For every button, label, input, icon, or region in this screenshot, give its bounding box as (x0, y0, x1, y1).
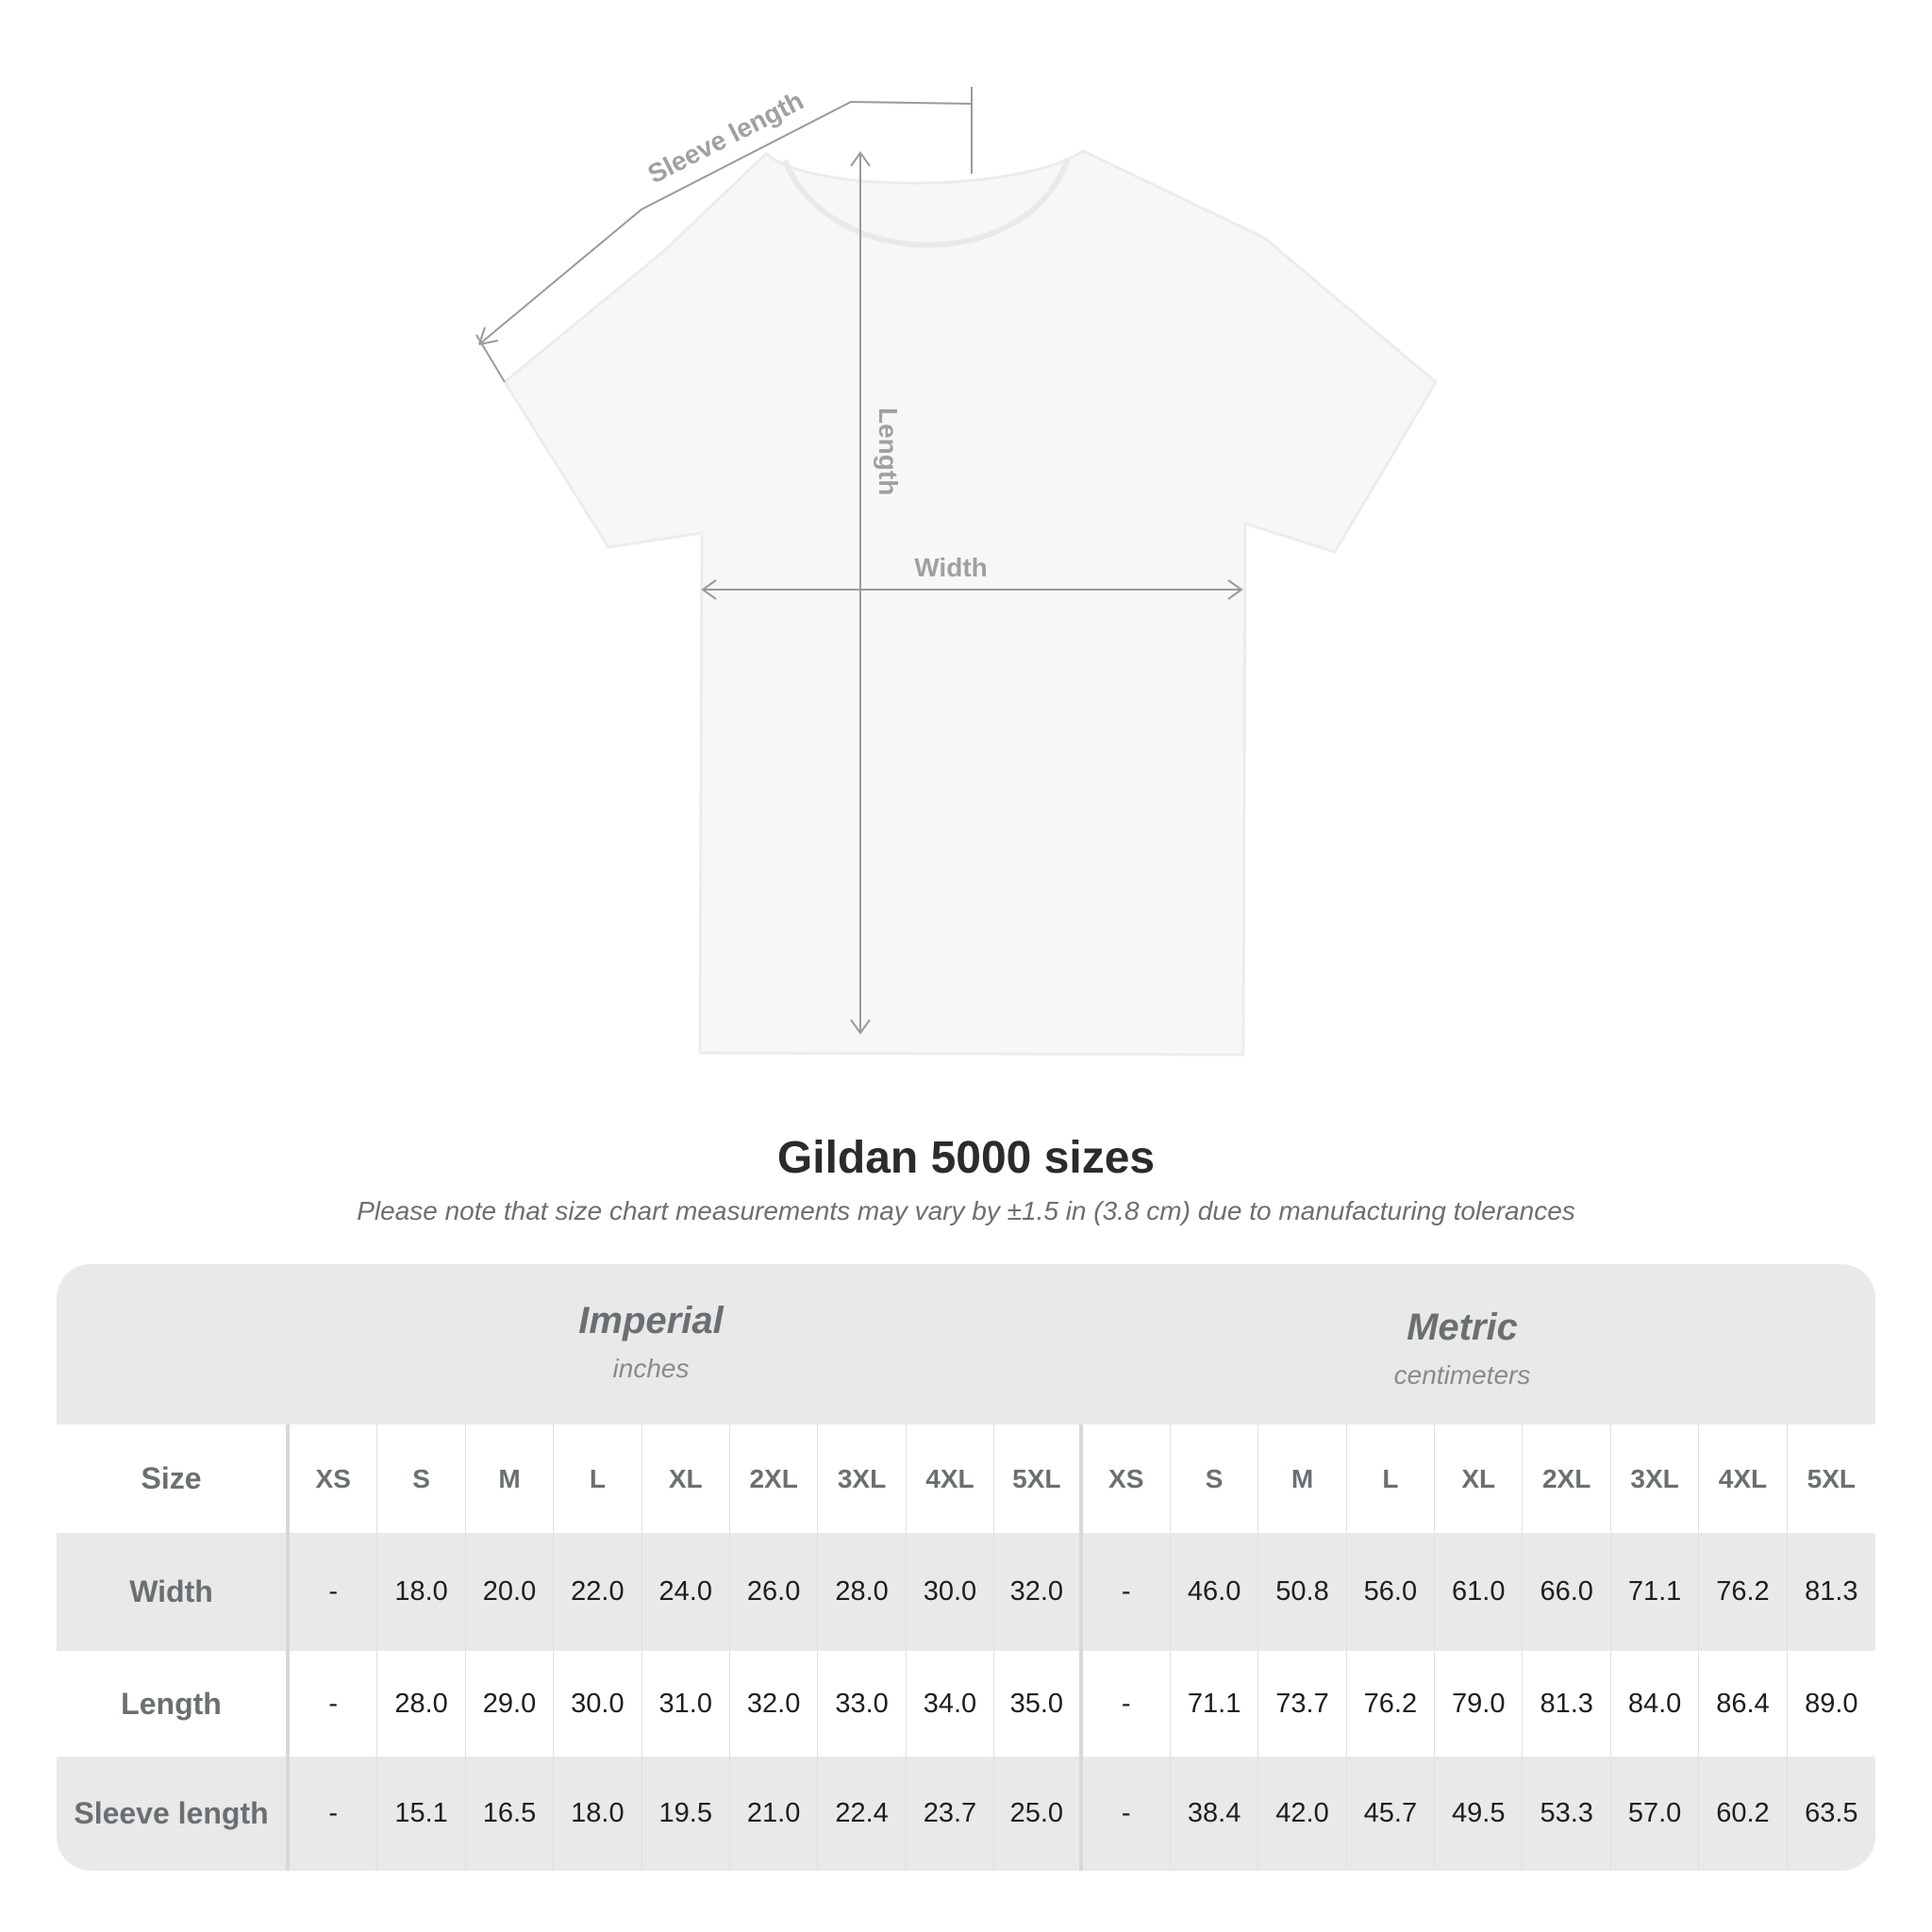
value-cell: 35.0 (994, 1651, 1083, 1757)
row-label: Length (57, 1651, 290, 1757)
length-label: Length (874, 408, 903, 495)
value-cell: 26.0 (730, 1533, 819, 1651)
value-cell: - (290, 1757, 378, 1871)
value-cell: - (1083, 1651, 1171, 1757)
value-cell: 38.4 (1171, 1757, 1259, 1871)
size-header-cell: 2XL (730, 1424, 819, 1533)
value-cell: 76.2 (1699, 1533, 1788, 1651)
size-header-cell: L (554, 1424, 642, 1533)
size-header-cell: XL (1435, 1424, 1524, 1533)
value-cell: 32.0 (994, 1533, 1083, 1651)
value-cell: 16.5 (466, 1757, 555, 1871)
value-cell: 73.7 (1258, 1651, 1347, 1757)
value-cell: 20.0 (466, 1533, 555, 1651)
value-cell: 22.0 (554, 1533, 642, 1651)
value-cell: 81.3 (1523, 1651, 1611, 1757)
size-header-cell: XS (1083, 1424, 1171, 1533)
value-cell: 32.0 (730, 1651, 819, 1757)
value-cell: 45.7 (1347, 1757, 1436, 1871)
row-label: Width (57, 1533, 290, 1651)
value-cell: 34.0 (907, 1651, 995, 1757)
value-cell: 30.0 (907, 1533, 995, 1651)
value-cell: 76.2 (1347, 1651, 1436, 1757)
value-cell: 84.0 (1611, 1651, 1700, 1757)
value-cell: 46.0 (1171, 1533, 1259, 1651)
value-cell: - (1083, 1533, 1171, 1651)
value-cell: 28.0 (818, 1533, 907, 1651)
table-row: Sleeve length -15.1 16.5 18.0 19.5 21.0 22.4 23… (57, 1757, 1875, 1871)
value-cell: - (290, 1533, 378, 1651)
size-header-cell: XL (642, 1424, 730, 1533)
size-header-cell: S (1171, 1424, 1259, 1533)
page-title: Gildan 5000 sizes (776, 1133, 1156, 1183)
value-cell: - (1083, 1757, 1171, 1871)
value-cell: 81.3 (1805, 1576, 1858, 1607)
sleeve-length-line (478, 100, 973, 345)
value-cell: 19.5 (642, 1757, 730, 1871)
value-cell: 66.0 (1523, 1533, 1611, 1651)
tolerance-note: Please note that size chart measurements… (357, 1196, 1575, 1225)
metric-title: Metric (1407, 1307, 1518, 1348)
size-header-cell: M (1258, 1424, 1347, 1533)
value-cell: 28.0 (377, 1651, 466, 1757)
size-header-cell: 4XL (1699, 1424, 1788, 1533)
value-cell: 29.0 (466, 1651, 555, 1757)
value-cell: 22.4 (818, 1757, 907, 1871)
value-cell: 49.5 (1435, 1757, 1524, 1871)
width-label: Width (914, 553, 988, 582)
value-cell: 15.1 (377, 1757, 466, 1871)
length-line (850, 151, 871, 1035)
imperial-unit: inches (612, 1354, 690, 1383)
sleeve-end-tick (475, 87, 973, 383)
value-cell: 79.0 (1435, 1651, 1524, 1757)
value-cell: 30.0 (554, 1651, 642, 1757)
size-header-cell: 4XL (907, 1424, 995, 1533)
value-cell: 18.0 (377, 1533, 466, 1651)
size-header-cell: 2XL (1523, 1424, 1611, 1533)
value-cell: 50.8 (1258, 1533, 1347, 1651)
value-cell: 86.4 (1699, 1651, 1788, 1757)
size-header-row: Size XS S M L XL 2XL 3XL 4XL 5XL XS S M L XL 2XL 3XL 4XL 5… (57, 1424, 1875, 1533)
value-cell: 31.0 (642, 1651, 730, 1757)
value-cell: 63.5 (1805, 1798, 1858, 1828)
value-cell: 53.3 (1523, 1757, 1611, 1871)
value-cell: 71.1 (1611, 1533, 1700, 1651)
tshirt-diagram: Sleeve length Length Width (475, 86, 1438, 1057)
value-cell: 23.7 (907, 1757, 995, 1871)
value-cell: 18.0 (554, 1757, 642, 1871)
table-row: Length -28.0 29.0 30.0 31.0 32.0 33.0 34.0 35.0-… (57, 1651, 1875, 1757)
size-header-cell: 3XL (1611, 1424, 1700, 1533)
value-cell: 42.0 (1258, 1757, 1347, 1871)
row-label: Sleeve length (57, 1757, 290, 1871)
value-cell: 24.0 (642, 1533, 730, 1651)
size-header-cell: 5XL (994, 1424, 1083, 1533)
value-cell: 25.0 (994, 1757, 1083, 1871)
size-header-cell: M (466, 1424, 555, 1533)
imperial-header: Imperial inches (292, 1300, 1009, 1384)
metric-header: Metric centimeters (1104, 1307, 1821, 1391)
size-header-cell: 5XL (1807, 1463, 1857, 1493)
row-label: Size (57, 1424, 290, 1533)
value-cell: - (290, 1651, 378, 1757)
value-cell: 56.0 (1347, 1533, 1436, 1651)
size-header-cell: 3XL (818, 1424, 907, 1533)
size-chart-table: Imperial inches Metric centimeters Size X… (57, 1264, 1875, 1871)
tshirt-shape (503, 149, 1438, 1057)
width-line (701, 579, 1243, 600)
value-cell: 61.0 (1435, 1533, 1524, 1651)
tshirt-collar (782, 158, 1071, 248)
unit-header-band (57, 1264, 1875, 1424)
value-cell: 71.1 (1171, 1651, 1259, 1757)
value-cell: 21.0 (730, 1757, 819, 1871)
metric-unit: centimeters (1393, 1360, 1531, 1390)
imperial-title: Imperial (578, 1300, 724, 1341)
size-header-cell: XS (290, 1424, 378, 1533)
value-cell: 89.0 (1805, 1688, 1858, 1719)
value-cell: 60.2 (1699, 1757, 1788, 1871)
table-row: Width -18.0 20.0 22.0 24.0 26.0 28.0 30.0 32.0-4… (57, 1533, 1875, 1651)
value-cell: 33.0 (818, 1651, 907, 1757)
size-header-cell: L (1347, 1424, 1436, 1533)
size-header-cell: S (377, 1424, 466, 1533)
value-cell: 57.0 (1611, 1757, 1700, 1871)
